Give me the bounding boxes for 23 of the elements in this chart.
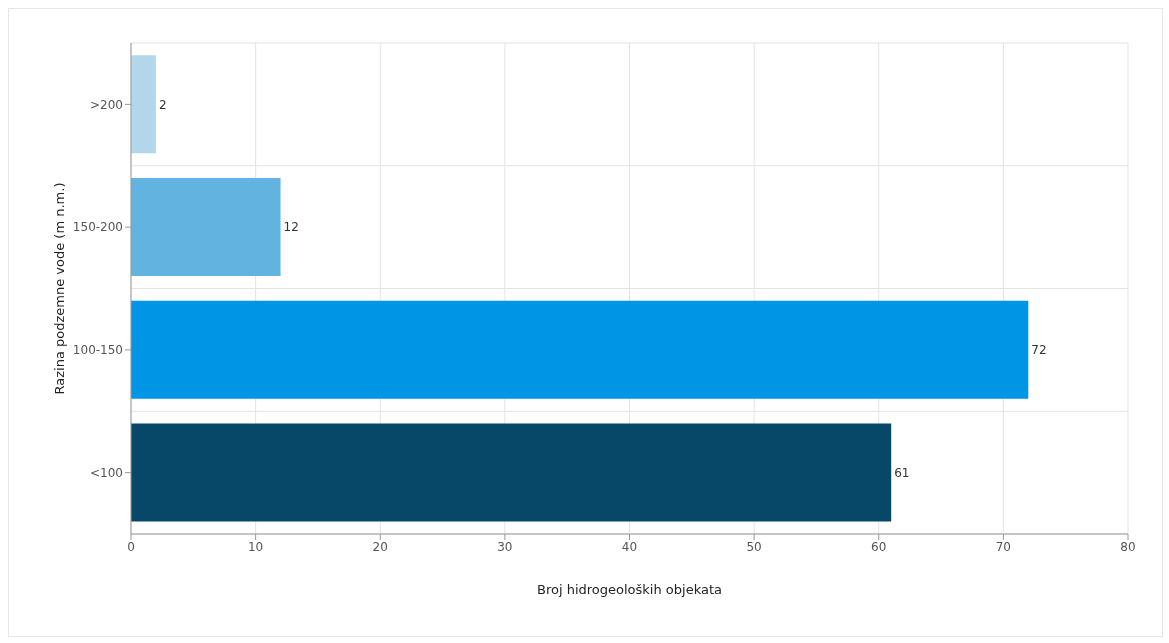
x-tick-label: 70: [995, 539, 1012, 554]
y-axis-title: Razina podzemne vode (m n.m.): [51, 182, 67, 395]
x-tick-label: 10: [247, 539, 264, 554]
x-tick-label: 20: [372, 539, 388, 554]
data-label: 12: [283, 220, 299, 235]
y-tick-label: 150-200: [72, 220, 123, 235]
data-label: 61: [894, 465, 910, 480]
y-tick-label: >200: [90, 97, 123, 112]
bar: [131, 300, 1029, 399]
x-tick-label: 60: [871, 539, 887, 554]
y-tick-label: 100-150: [72, 343, 123, 358]
bar: [131, 55, 156, 154]
x-tick-label: 50: [746, 539, 762, 554]
y-tick-label: <100: [90, 465, 123, 480]
x-tick-label: 40: [621, 539, 638, 554]
data-label: 2: [158, 97, 167, 112]
bar: [131, 178, 281, 277]
x-axis-title: Broj hidrogeoloških objekata: [537, 582, 722, 597]
data-label: 72: [1031, 343, 1047, 358]
bar: [131, 423, 892, 522]
x-tick-label: 80: [1120, 539, 1136, 554]
x-tick-label: 30: [497, 539, 513, 554]
x-tick-label: 0: [127, 539, 135, 554]
